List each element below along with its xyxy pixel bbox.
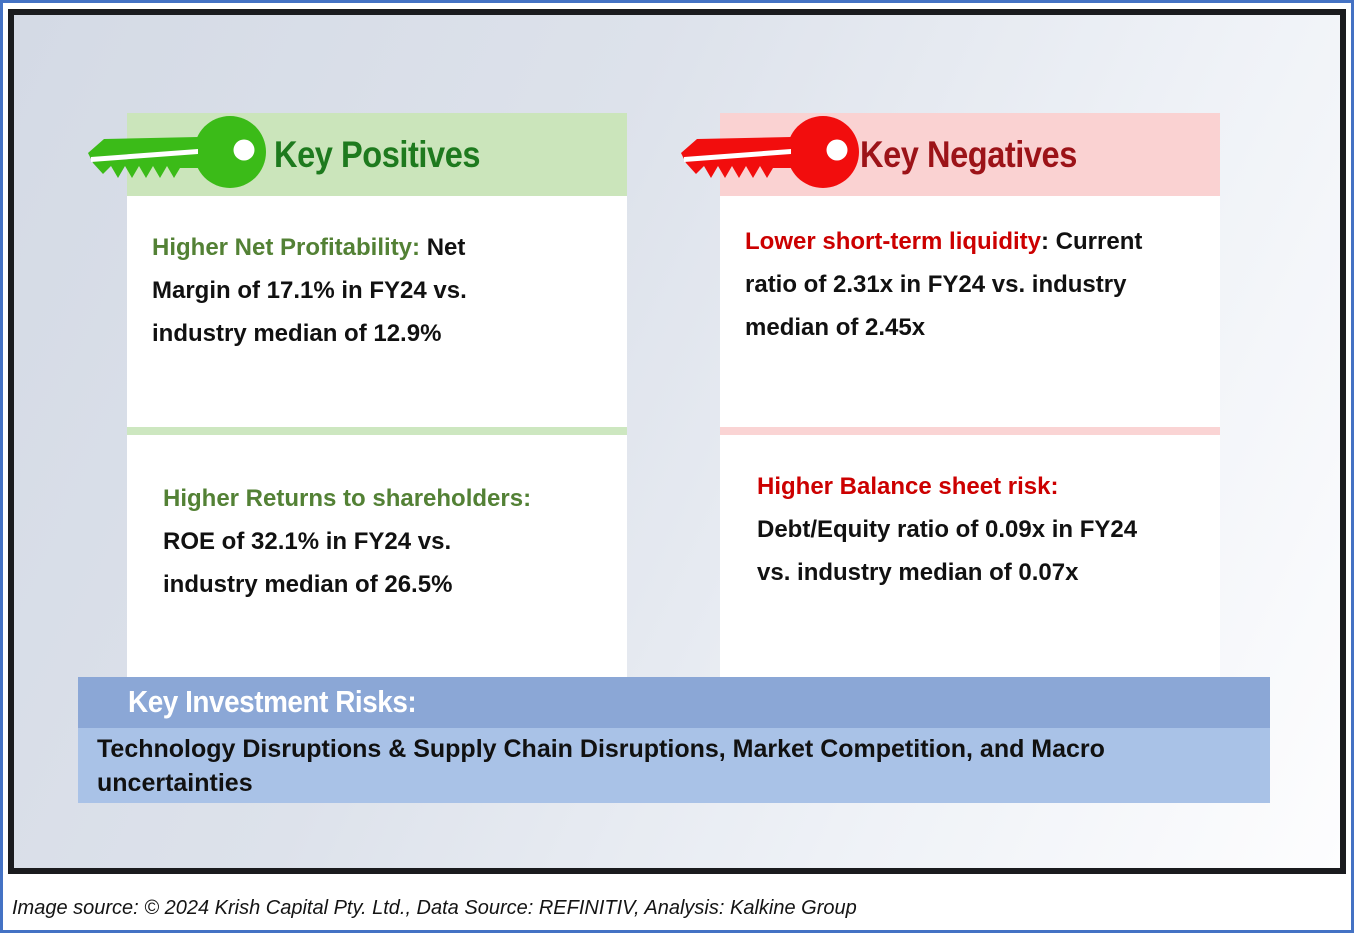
negative-cards-divider bbox=[720, 427, 1220, 435]
negative-heading: Higher Balance sheet risk: bbox=[757, 473, 1059, 500]
positive-card-text: Higher Returns to shareholders: ROE of 3… bbox=[127, 435, 627, 606]
negative-card-text: Higher Balance sheet risk: Debt/Equity r… bbox=[720, 435, 1220, 594]
positive-card-profitability: Higher Net Profitability: Net Margin of … bbox=[127, 196, 627, 427]
key-icon bbox=[681, 116, 861, 190]
negative-card-liquidity: Lower short-term liquidity: Current rati… bbox=[720, 196, 1220, 427]
risks-body: Technology Disruptions & Supply Chain Di… bbox=[78, 728, 1270, 803]
positive-heading: Higher Net Profitability: bbox=[152, 234, 421, 261]
negative-body: : Current ratio of 2.31x in FY24 vs. ind… bbox=[745, 228, 1143, 341]
footer: Image source: © 2024 Krish Capital Pty. … bbox=[12, 890, 1342, 926]
key-negatives-title: Key Negatives bbox=[860, 133, 1077, 175]
negative-body: Debt/Equity ratio of 0.09x in FY24 vs. i… bbox=[757, 516, 1138, 586]
key-negatives-banner: Key Negatives bbox=[681, 113, 1220, 196]
negative-heading: Lower short-term liquidity bbox=[745, 228, 1042, 255]
key-positives-title: Key Positives bbox=[274, 133, 481, 175]
risks-header: Key Investment Risks: bbox=[78, 677, 1270, 728]
key-icon bbox=[88, 116, 268, 190]
risks-title: Key Investment Risks: bbox=[128, 684, 417, 719]
key-investment-risks-banner: Key Investment Risks: Technology Disrupt… bbox=[78, 677, 1270, 803]
negative-card-balance-sheet: Higher Balance sheet risk: Debt/Equity r… bbox=[720, 435, 1220, 677]
positive-body: Net Margin of 17.1% in FY24 vs. industry… bbox=[152, 234, 467, 347]
content-board: Key Positives Higher Net Profitability: … bbox=[8, 9, 1346, 874]
risks-text: Technology Disruptions & Supply Chain Di… bbox=[97, 735, 1105, 797]
positive-cards-divider bbox=[127, 427, 627, 435]
positive-heading: Higher Returns to shareholders: bbox=[163, 485, 532, 512]
key-positives-banner: Key Positives bbox=[88, 113, 627, 196]
positive-body: ROE of 32.1% in FY24 vs. industry median… bbox=[163, 528, 453, 598]
negative-card-text: Lower short-term liquidity: Current rati… bbox=[720, 196, 1220, 349]
positive-card-text: Higher Net Profitability: Net Margin of … bbox=[127, 196, 627, 355]
footer-attribution-text: Image source: © 2024 Krish Capital Pty. … bbox=[12, 896, 857, 919]
positive-card-returns: Higher Returns to shareholders: ROE of 3… bbox=[127, 435, 627, 677]
